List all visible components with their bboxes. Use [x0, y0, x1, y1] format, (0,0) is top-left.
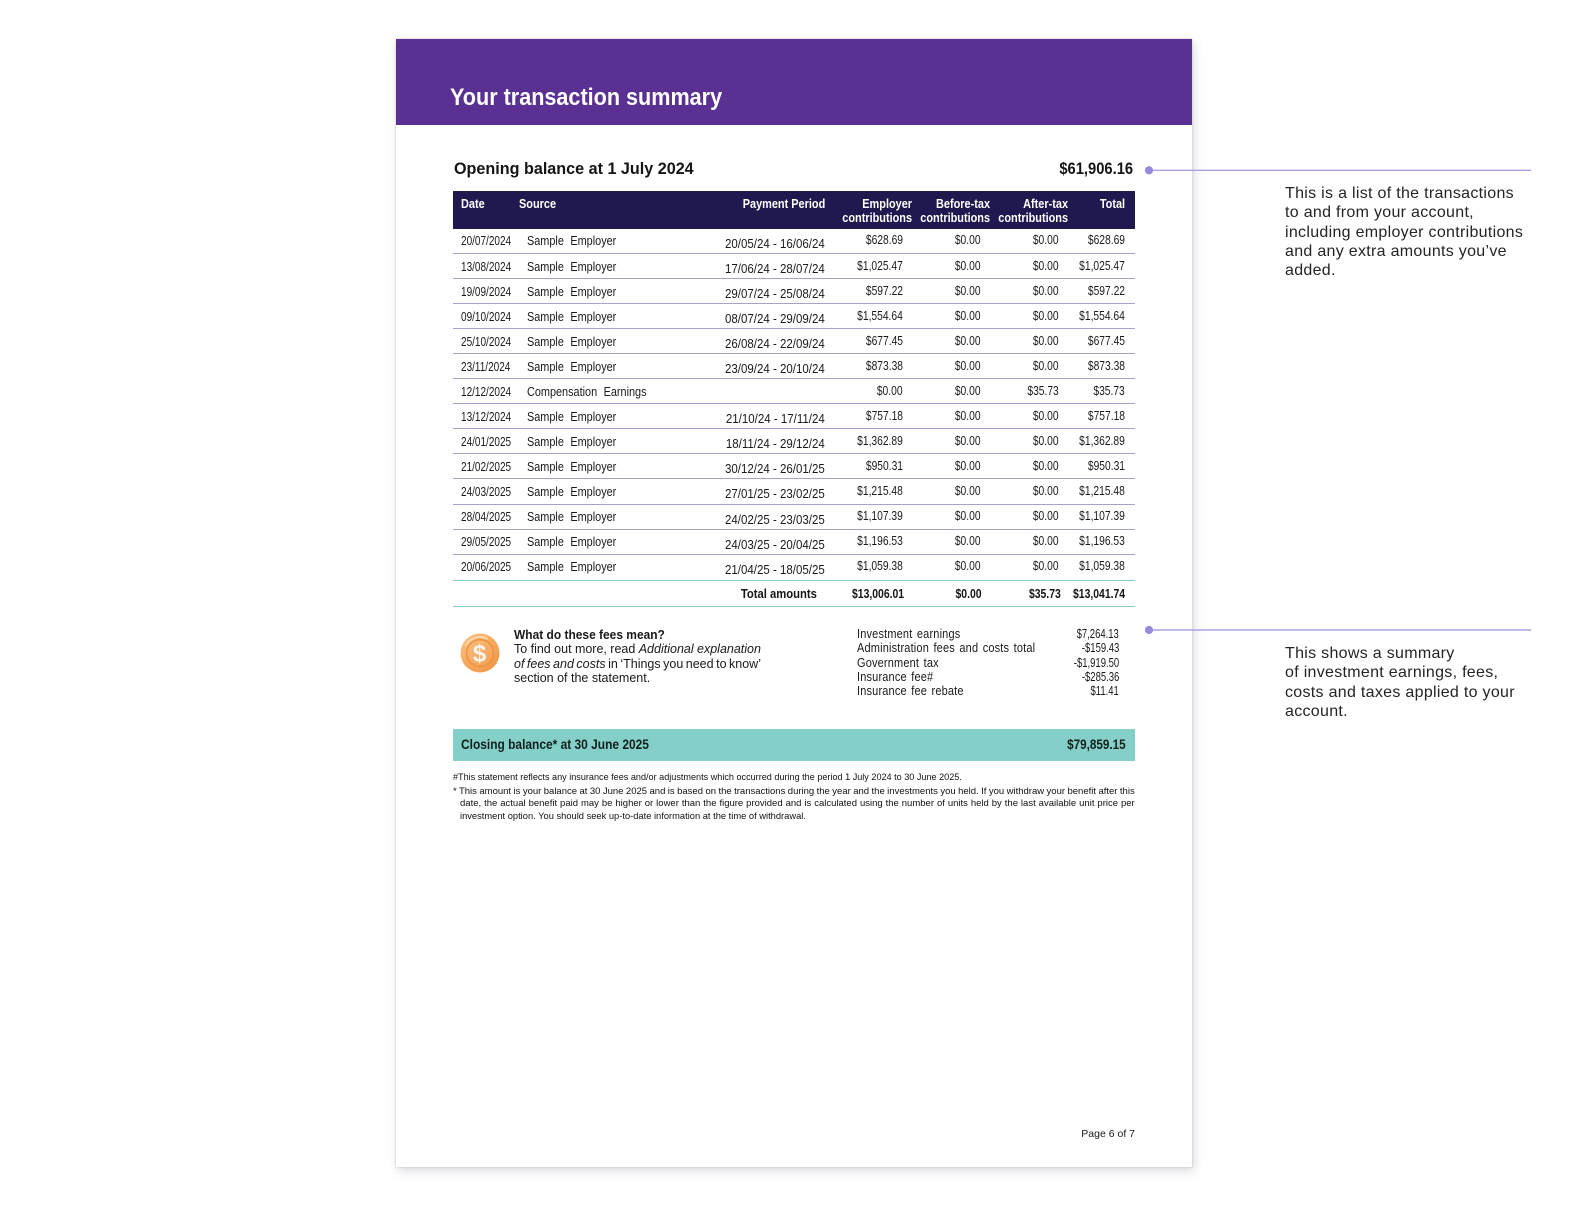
svg-text:$: $	[473, 641, 487, 668]
